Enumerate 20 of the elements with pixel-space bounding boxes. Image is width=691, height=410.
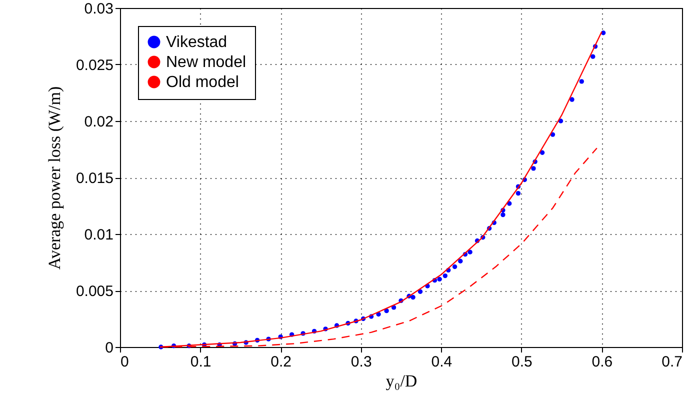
x-tick-label: 0.5 xyxy=(512,354,532,370)
y-axis-title: Average power loss (W/m) xyxy=(44,86,64,270)
x-tick-label: 0.2 xyxy=(270,354,292,370)
x-axis-title: y₀/D xyxy=(386,372,418,390)
y-tick-label: 0.025 xyxy=(76,57,114,74)
y-tick-label: 0.01 xyxy=(84,226,114,244)
legend-label: Vikestad xyxy=(166,34,228,51)
x-tick-label: 0.4 xyxy=(431,354,452,370)
x-tick-label: 0.6 xyxy=(592,354,613,370)
x-tick-label: 0.7 xyxy=(662,354,682,370)
y-tick-label: 0.005 xyxy=(76,283,114,300)
y-tick-label: 0.02 xyxy=(84,114,114,130)
y-tick-label: 0.03 xyxy=(84,0,114,18)
y-tick-label: 0.015 xyxy=(76,170,114,187)
y-tick-label: 0 xyxy=(105,340,114,356)
x-tick-label: 0.1 xyxy=(190,354,212,370)
legend-label: New model xyxy=(166,54,246,71)
x-tick-label: 0.3 xyxy=(350,354,372,370)
legend-label: Old model xyxy=(166,74,239,91)
x-tick-label: 0 xyxy=(120,354,129,370)
